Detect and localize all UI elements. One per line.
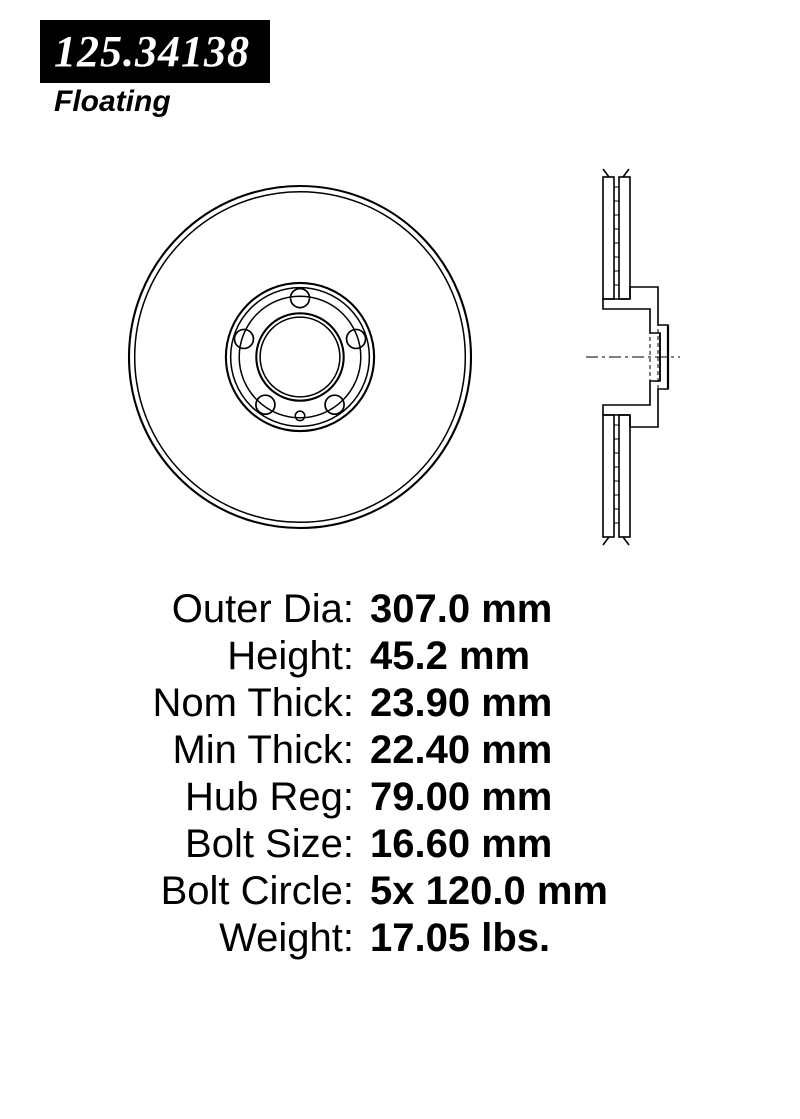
technical-drawings — [30, 147, 770, 567]
spec-row: Height: 45.2 mm — [100, 634, 770, 679]
spec-row: Nom Thick: 23.90 mm — [100, 681, 770, 726]
part-number: 125.34138 — [54, 27, 250, 76]
spec-label: Min Thick: — [100, 728, 360, 773]
spec-label: Bolt Circle: — [100, 869, 360, 914]
spec-row: Hub Reg: 79.00 mm — [100, 775, 770, 820]
spec-row: Weight: 17.05 lbs. — [100, 916, 770, 961]
spec-label: Nom Thick: — [100, 681, 360, 726]
spec-row: Bolt Size: 16.60 mm — [100, 822, 770, 867]
spec-label: Bolt Size: — [100, 822, 360, 867]
spec-value: 22.40 mm — [360, 728, 552, 773]
spec-row: Bolt Circle: 5x 120.0 mm — [100, 869, 770, 914]
spec-value: 5x 120.0 mm — [360, 869, 608, 914]
rotor-front-view — [110, 167, 490, 547]
rotor-side-view — [580, 157, 690, 557]
spec-value: 45.2 mm — [360, 634, 530, 679]
spec-row: Min Thick: 22.40 mm — [100, 728, 770, 773]
spec-value: 23.90 mm — [360, 681, 552, 726]
spec-label: Height: — [100, 634, 360, 679]
spec-value: 307.0 mm — [360, 587, 552, 632]
spec-label: Weight: — [100, 916, 360, 961]
part-number-box: 125.34138 — [40, 20, 270, 83]
spec-label: Outer Dia: — [100, 587, 360, 632]
spec-label: Hub Reg: — [100, 775, 360, 820]
spec-table: Outer Dia: 307.0 mm Height: 45.2 mm Nom … — [100, 587, 770, 961]
spec-value: 79.00 mm — [360, 775, 552, 820]
spec-row: Outer Dia: 307.0 mm — [100, 587, 770, 632]
spec-value: 17.05 lbs. — [360, 916, 550, 961]
spec-value: 16.60 mm — [360, 822, 552, 867]
subtitle: Floating — [54, 85, 770, 119]
